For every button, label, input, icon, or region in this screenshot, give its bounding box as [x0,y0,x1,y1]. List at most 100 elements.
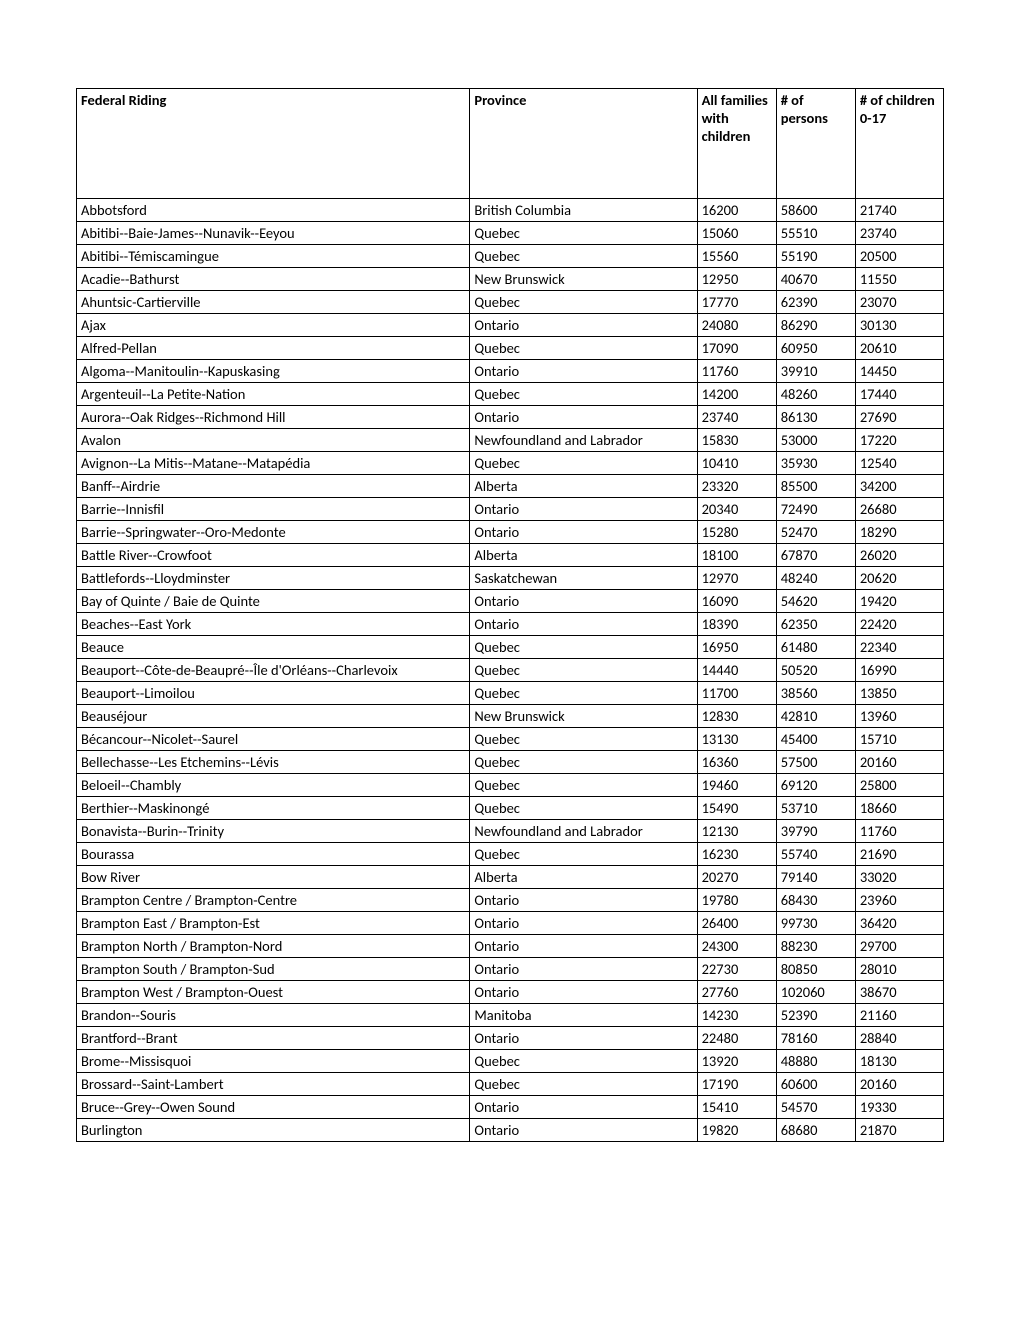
table-cell: 10410 [697,452,776,475]
table-row: AbbotsfordBritish Columbia16200586002174… [77,199,944,222]
table-cell: 85500 [776,475,855,498]
table-cell: Brandon--Souris [77,1004,470,1027]
table-row: Beloeil--ChamblyQuebec194606912025800 [77,774,944,797]
table-row: Banff--AirdrieAlberta233208550034200 [77,475,944,498]
table-cell: Acadie--Bathurst [77,268,470,291]
table-row: Battlefords--LloydminsterSaskatchewan129… [77,567,944,590]
table-cell: 21160 [855,1004,943,1027]
table-row: Abitibi--TémiscamingueQuebec155605519020… [77,245,944,268]
table-cell: Berthier--Maskinongé [77,797,470,820]
table-cell: 42810 [776,705,855,728]
table-cell: Alberta [470,866,697,889]
table-cell: 18290 [855,521,943,544]
table-row: Beauport--LimoilouQuebec117003856013850 [77,682,944,705]
table-cell: Beauport--Limoilou [77,682,470,705]
table-row: Brampton South / Brampton-SudOntario2273… [77,958,944,981]
table-cell: 52470 [776,521,855,544]
table-cell: 19820 [697,1119,776,1142]
table-cell: 15060 [697,222,776,245]
table-cell: 12540 [855,452,943,475]
table-cell: Battle River--Crowfoot [77,544,470,567]
table-cell: 30130 [855,314,943,337]
table-cell: Quebec [470,291,697,314]
table-cell: 99730 [776,912,855,935]
table-cell: 23320 [697,475,776,498]
table-cell: 86290 [776,314,855,337]
table-cell: 12830 [697,705,776,728]
table-cell: Bay of Quinte / Baie de Quinte [77,590,470,613]
table-cell: 78160 [776,1027,855,1050]
table-cell: Beauséjour [77,705,470,728]
table-cell: 15490 [697,797,776,820]
table-cell: Ontario [470,912,697,935]
table-cell: 15710 [855,728,943,751]
table-row: Brampton East / Brampton-EstOntario26400… [77,912,944,935]
column-header-1: Province [470,89,697,199]
table-cell: Abitibi--Témiscamingue [77,245,470,268]
table-cell: 11760 [697,360,776,383]
table-cell: 15830 [697,429,776,452]
table-cell: 35930 [776,452,855,475]
table-cell: 80850 [776,958,855,981]
table-row: BourassaQuebec162305574021690 [77,843,944,866]
table-cell: 18660 [855,797,943,820]
table-row: Beaches--East YorkOntario183906235022420 [77,613,944,636]
table-cell: Algoma--Manitoulin--Kapuskasing [77,360,470,383]
table-cell: Manitoba [470,1004,697,1027]
table-cell: 40670 [776,268,855,291]
table-cell: Ontario [470,590,697,613]
table-cell: 17090 [697,337,776,360]
table-cell: 20340 [697,498,776,521]
table-cell: Quebec [470,751,697,774]
table-cell: Battlefords--Lloydminster [77,567,470,590]
table-cell: Ontario [470,981,697,1004]
table-cell: New Brunswick [470,268,697,291]
table-cell: 16990 [855,659,943,682]
table-cell: 16950 [697,636,776,659]
table-cell: 86130 [776,406,855,429]
table-cell: 24080 [697,314,776,337]
table-cell: Alfred-Pellan [77,337,470,360]
table-cell: Ontario [470,360,697,383]
table-cell: Ontario [470,613,697,636]
table-cell: 38670 [855,981,943,1004]
table-row: Brampton Centre / Brampton-CentreOntario… [77,889,944,912]
table-cell: Beauce [77,636,470,659]
table-cell: 20610 [855,337,943,360]
table-cell: 22480 [697,1027,776,1050]
table-cell: 18100 [697,544,776,567]
table-cell: Brome--Missisquoi [77,1050,470,1073]
table-cell: Ontario [470,1119,697,1142]
table-cell: 23070 [855,291,943,314]
table-cell: 12130 [697,820,776,843]
table-cell: 60600 [776,1073,855,1096]
table-cell: 26680 [855,498,943,521]
table-cell: Argenteuil--La Petite-Nation [77,383,470,406]
table-cell: Quebec [470,1073,697,1096]
table-cell: Quebec [470,245,697,268]
table-cell: Avalon [77,429,470,452]
table-cell: 23740 [697,406,776,429]
table-cell: 55740 [776,843,855,866]
table-row: Bonavista--Burin--TrinityNewfoundland an… [77,820,944,843]
table-cell: 25800 [855,774,943,797]
table-cell: 48240 [776,567,855,590]
table-cell: 36420 [855,912,943,935]
column-header-4: # of children 0-17 [855,89,943,199]
table-cell: 27690 [855,406,943,429]
table-row: Ahuntsic-CartiervilleQuebec1777062390230… [77,291,944,314]
table-cell: 20620 [855,567,943,590]
table-cell: Alberta [470,544,697,567]
table-cell: 14200 [697,383,776,406]
table-row: Brampton West / Brampton-OuestOntario277… [77,981,944,1004]
table-row: Barrie--Springwater--Oro-MedonteOntario1… [77,521,944,544]
table-cell: Quebec [470,452,697,475]
table-cell: 62350 [776,613,855,636]
column-header-2: All families with children [697,89,776,199]
table-cell: 16360 [697,751,776,774]
table-cell: 15410 [697,1096,776,1119]
table-cell: 19460 [697,774,776,797]
table-cell: 12950 [697,268,776,291]
table-cell: 11760 [855,820,943,843]
table-cell: 14440 [697,659,776,682]
